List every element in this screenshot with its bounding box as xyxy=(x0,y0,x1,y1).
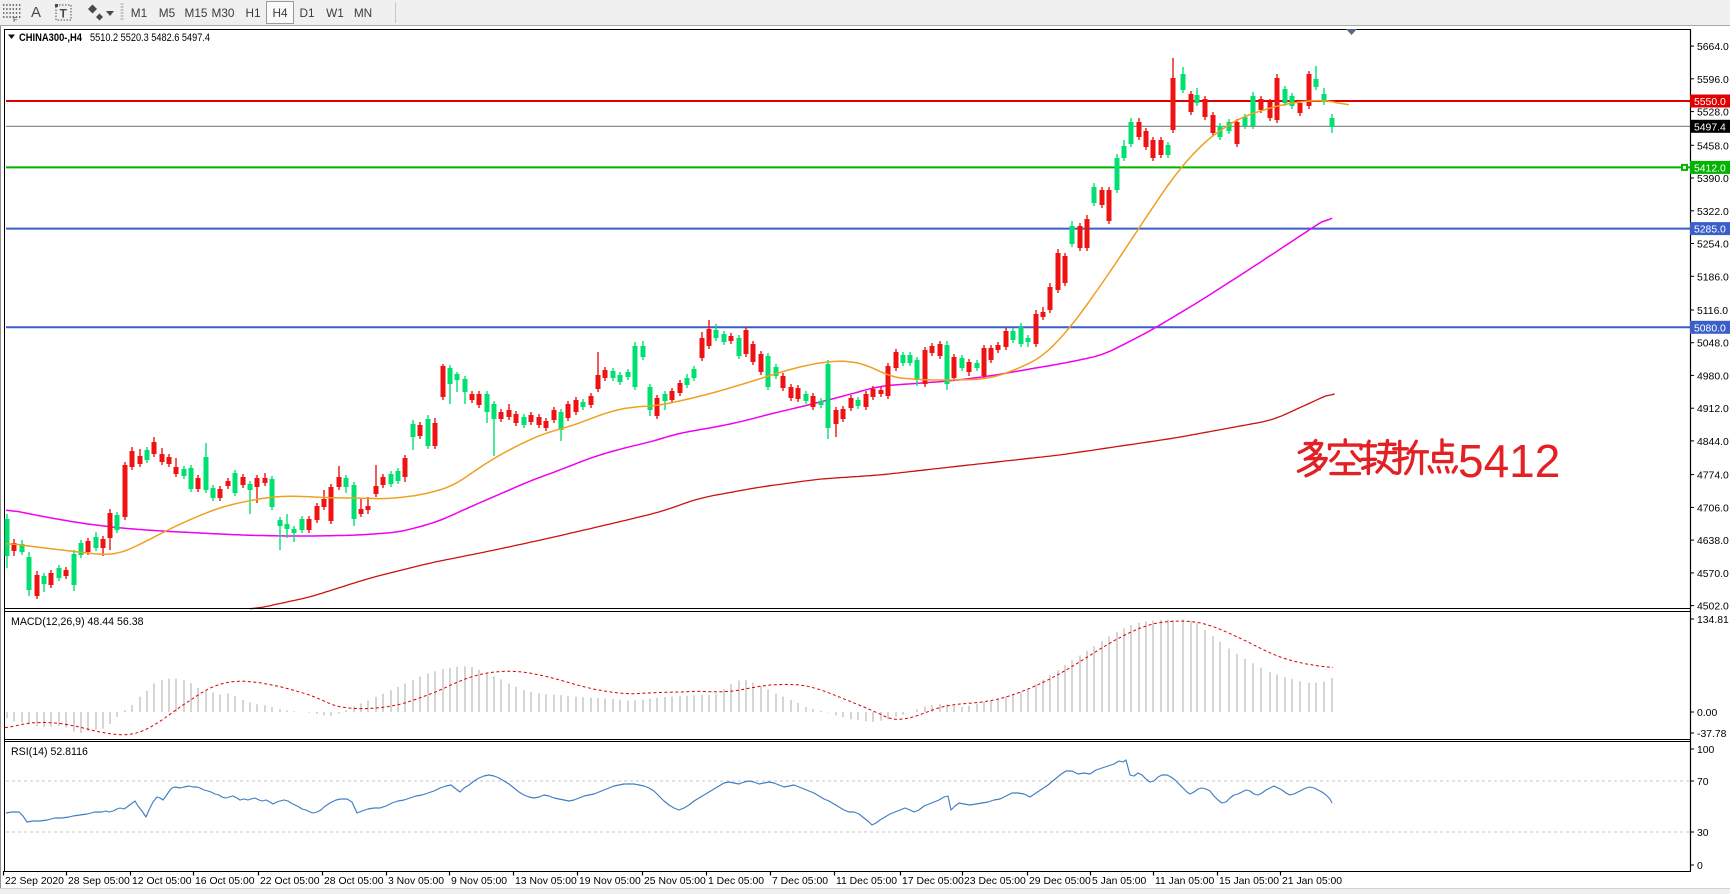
svg-text:12 Oct 05:00: 12 Oct 05:00 xyxy=(132,876,192,887)
svg-text:4638.0: 4638.0 xyxy=(1697,536,1729,547)
svg-text:W1: W1 xyxy=(326,6,344,20)
svg-text:M15: M15 xyxy=(185,6,208,20)
svg-text:0: 0 xyxy=(1697,861,1703,872)
svg-text:5322.0: 5322.0 xyxy=(1697,207,1729,218)
svg-text:5664.0: 5664.0 xyxy=(1697,42,1729,53)
svg-text:T: T xyxy=(60,7,68,21)
svg-text:CHINA300-,H4: CHINA300-,H4 xyxy=(19,32,82,44)
svg-text:11 Dec 05:00: 11 Dec 05:00 xyxy=(836,876,897,887)
svg-text:4912.0: 4912.0 xyxy=(1697,404,1729,415)
svg-text:0.00: 0.00 xyxy=(1697,708,1717,719)
svg-text:F: F xyxy=(13,15,18,24)
svg-text:22 Sep 2020: 22 Sep 2020 xyxy=(5,876,64,887)
svg-text:4774.0: 4774.0 xyxy=(1697,471,1729,482)
svg-text:70: 70 xyxy=(1697,777,1709,788)
svg-text:22 Oct 05:00: 22 Oct 05:00 xyxy=(260,876,320,887)
svg-text:5412: 5412 xyxy=(1458,435,1560,487)
svg-text:134.81: 134.81 xyxy=(1697,615,1729,626)
svg-text:5254.0: 5254.0 xyxy=(1697,240,1729,251)
svg-text:4980.0: 4980.0 xyxy=(1697,371,1729,382)
svg-text:5497.4: 5497.4 xyxy=(1694,122,1726,133)
svg-text:9 Nov 05:00: 9 Nov 05:00 xyxy=(451,876,507,887)
svg-text:30: 30 xyxy=(1697,828,1709,839)
svg-text:19 Nov 05:00: 19 Nov 05:00 xyxy=(579,876,641,887)
svg-text:M1: M1 xyxy=(131,6,147,20)
svg-text:4570.0: 4570.0 xyxy=(1697,569,1729,580)
svg-text:M30: M30 xyxy=(212,6,235,20)
svg-text:D1: D1 xyxy=(299,6,314,20)
svg-text:M5: M5 xyxy=(159,6,176,20)
svg-text:5412.0: 5412.0 xyxy=(1694,163,1726,174)
svg-text:16 Oct 05:00: 16 Oct 05:00 xyxy=(195,876,255,887)
svg-text:15 Jan 05:00: 15 Jan 05:00 xyxy=(1219,876,1279,887)
svg-text:5510.2 5520.3 5482.6 5497.4: 5510.2 5520.3 5482.6 5497.4 xyxy=(90,32,210,44)
svg-text:5390.0: 5390.0 xyxy=(1697,174,1729,185)
svg-text:5080.0: 5080.0 xyxy=(1694,323,1726,334)
svg-text:23 Dec 05:00: 23 Dec 05:00 xyxy=(964,876,1026,887)
svg-text:13 Nov 05:00: 13 Nov 05:00 xyxy=(515,876,577,887)
svg-text:5186.0: 5186.0 xyxy=(1697,272,1729,283)
svg-text:28 Oct 05:00: 28 Oct 05:00 xyxy=(324,876,384,887)
svg-text:5458.0: 5458.0 xyxy=(1697,141,1729,152)
svg-text:3 Nov 05:00: 3 Nov 05:00 xyxy=(388,876,444,887)
svg-text:A: A xyxy=(31,4,41,21)
svg-text:4844.0: 4844.0 xyxy=(1697,437,1729,448)
svg-text:25 Nov 05:00: 25 Nov 05:00 xyxy=(644,876,706,887)
svg-text:1 Dec 05:00: 1 Dec 05:00 xyxy=(708,876,764,887)
svg-text:100: 100 xyxy=(1697,745,1715,756)
svg-text:7 Dec 05:00: 7 Dec 05:00 xyxy=(772,876,828,887)
svg-text:MACD(12,26,9) 48.44 56.38: MACD(12,26,9) 48.44 56.38 xyxy=(11,616,144,628)
svg-text:H4: H4 xyxy=(272,6,288,20)
svg-text:21 Jan 05:00: 21 Jan 05:00 xyxy=(1282,876,1342,887)
svg-text:RSI(14) 52.8116: RSI(14) 52.8116 xyxy=(11,746,88,758)
svg-text:H1: H1 xyxy=(245,6,260,20)
svg-text:5285.0: 5285.0 xyxy=(1694,225,1726,236)
svg-text:4502.0: 4502.0 xyxy=(1697,602,1729,613)
svg-text:5048.0: 5048.0 xyxy=(1697,339,1729,350)
svg-text:5528.0: 5528.0 xyxy=(1697,108,1729,119)
svg-text:5596.0: 5596.0 xyxy=(1697,75,1729,86)
svg-text:5550.0: 5550.0 xyxy=(1694,97,1726,108)
svg-text:5 Jan 05:00: 5 Jan 05:00 xyxy=(1092,876,1147,887)
svg-text:17 Dec 05:00: 17 Dec 05:00 xyxy=(902,876,964,887)
svg-text:4706.0: 4706.0 xyxy=(1697,503,1729,514)
svg-text:MN: MN xyxy=(354,6,372,20)
svg-text:11 Jan 05:00: 11 Jan 05:00 xyxy=(1155,876,1215,887)
svg-text:29 Dec 05:00: 29 Dec 05:00 xyxy=(1029,876,1091,887)
svg-text:-37.78: -37.78 xyxy=(1697,729,1727,740)
svg-text:5116.0: 5116.0 xyxy=(1697,306,1728,317)
svg-text:28 Sep 05:00: 28 Sep 05:00 xyxy=(68,876,130,887)
